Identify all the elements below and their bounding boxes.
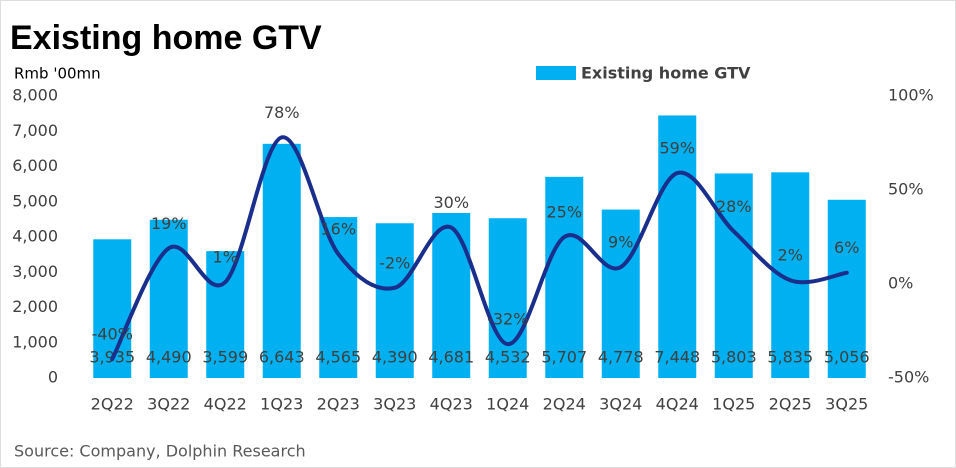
bar bbox=[601, 209, 640, 378]
y-tick-label: 4,000 bbox=[12, 227, 58, 246]
bar bbox=[545, 176, 584, 378]
bar-value-label: 5,803 bbox=[711, 348, 757, 367]
y-tick-label: 6,000 bbox=[12, 156, 58, 175]
line-value-label: -2% bbox=[379, 253, 410, 272]
x-tick-label: 1Q25 bbox=[712, 395, 755, 414]
x-tick-label: 2Q23 bbox=[317, 395, 360, 414]
legend-label: Existing home GTV bbox=[581, 64, 751, 83]
y2-tick-label: 100% bbox=[888, 86, 934, 105]
line-value-label: 2% bbox=[778, 246, 803, 265]
y-axis-label: Rmb '00mn bbox=[14, 65, 101, 83]
bar-value-label: 5,707 bbox=[541, 348, 587, 367]
line-value-label: 6% bbox=[834, 238, 859, 257]
line-value-label: 16% bbox=[320, 219, 356, 238]
bar-value-label: 6,643 bbox=[259, 348, 305, 367]
y-tick-label: 8,000 bbox=[12, 86, 58, 105]
y-tick-label: 7,000 bbox=[12, 121, 58, 140]
x-tick-label: 3Q24 bbox=[599, 395, 642, 414]
x-tick-label: 3Q22 bbox=[147, 395, 190, 414]
y2-tick-label: -50% bbox=[888, 368, 929, 387]
line-value-label: 78% bbox=[264, 103, 300, 122]
line-value-label: -40% bbox=[92, 325, 133, 344]
legend-swatch bbox=[536, 66, 576, 80]
line-value-label: 9% bbox=[608, 233, 633, 252]
bar bbox=[262, 143, 301, 378]
bar-value-label: 3,599 bbox=[202, 348, 248, 367]
bar-value-label: 4,390 bbox=[372, 348, 418, 367]
y-tick-label: 1,000 bbox=[12, 332, 58, 351]
bar bbox=[319, 217, 358, 378]
line-value-label: -32% bbox=[487, 310, 528, 329]
x-tick-label: 3Q23 bbox=[373, 395, 416, 414]
bar-value-label: 7,448 bbox=[654, 348, 700, 367]
x-tick-label: 4Q22 bbox=[204, 395, 247, 414]
bar-value-label: 5,056 bbox=[824, 348, 870, 367]
line-value-label: 25% bbox=[546, 203, 582, 222]
x-tick-label: 2Q25 bbox=[769, 395, 812, 414]
y2-tick-label: 0% bbox=[888, 274, 913, 293]
bar bbox=[206, 251, 245, 378]
bar bbox=[375, 223, 414, 378]
bar bbox=[488, 218, 527, 378]
bar bbox=[827, 199, 866, 378]
y-tick-label: 3,000 bbox=[12, 262, 58, 281]
y-tick-label: 2,000 bbox=[12, 297, 58, 316]
y2-tick-label: 50% bbox=[888, 180, 924, 199]
line-value-label: 1% bbox=[213, 248, 238, 267]
line-value-label: 59% bbox=[659, 139, 695, 158]
x-tick-label: 2Q22 bbox=[91, 395, 134, 414]
bar-value-label: 4,681 bbox=[428, 348, 474, 367]
x-tick-label: 4Q24 bbox=[656, 395, 699, 414]
x-tick-label: 1Q23 bbox=[260, 395, 303, 414]
bar bbox=[714, 173, 753, 378]
y-tick-label: 0 bbox=[48, 368, 58, 387]
y-tick-label: 5,000 bbox=[12, 191, 58, 210]
bar-value-label: 4,532 bbox=[485, 348, 531, 367]
line-value-label: 19% bbox=[151, 214, 187, 233]
bar-value-label: 5,835 bbox=[767, 348, 813, 367]
line bbox=[110, 135, 849, 362]
bar-value-label: 4,565 bbox=[315, 348, 361, 367]
x-tick-label: 1Q24 bbox=[486, 395, 529, 414]
chart-title: Existing home GTV bbox=[10, 19, 322, 57]
x-tick-label: 2Q24 bbox=[543, 395, 586, 414]
bar bbox=[432, 212, 471, 378]
x-tick-label: 4Q23 bbox=[430, 395, 473, 414]
line-value-label: 30% bbox=[433, 193, 469, 212]
line-value-label: 28% bbox=[716, 197, 752, 216]
x-tick-label: 3Q25 bbox=[825, 395, 868, 414]
source: Source: Company, Dolphin Research bbox=[14, 442, 306, 461]
bar-value-label: 4,490 bbox=[146, 348, 192, 367]
bar bbox=[658, 115, 697, 378]
bar-value-label: 4,778 bbox=[598, 348, 644, 367]
